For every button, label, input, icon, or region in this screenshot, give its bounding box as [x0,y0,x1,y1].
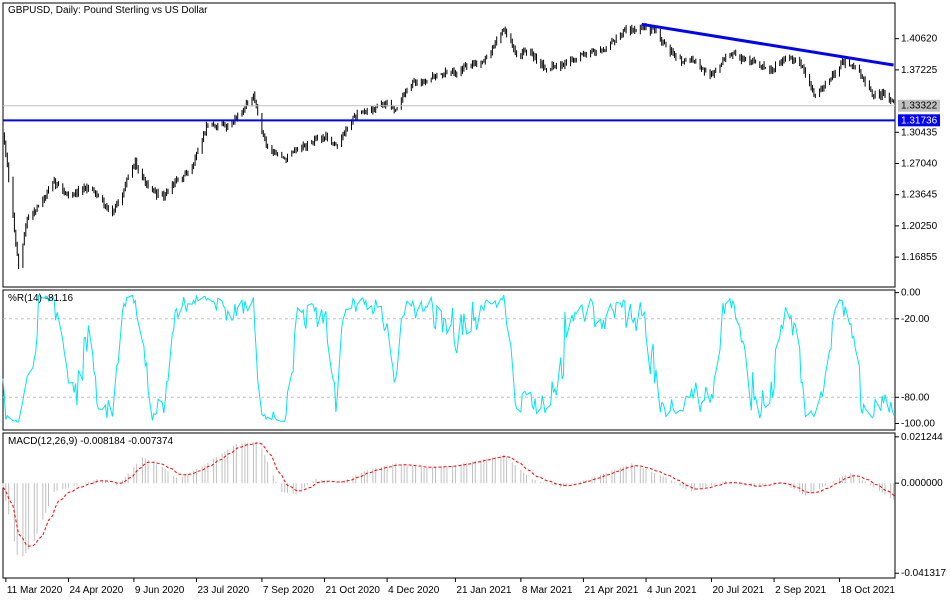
price-y-tick-label: 1.30435 [901,127,938,138]
macd-pane [2,432,896,579]
x-tick-label: 21 Jan 2021 [456,585,511,596]
support-price-tag: 1.31736 [898,114,940,127]
price-y-axis: 1.40620 1.37225 1.30435 1.27040 1.23645 1.202… [895,34,938,263]
macd-title: MACD(12,26,9) -0.008184 -0.007374 [8,436,174,447]
macd-y-tick-label: 0.000000 [901,478,943,489]
wpr-y-tick-label: -20.00 [901,314,930,325]
x-tick-label: 24 Apr 2020 [69,585,123,596]
x-axis: 11 Mar 2020 24 Apr 2020 9 Jun 2020 23 Jul 2… [5,578,896,596]
wpr-line [2,294,896,423]
macd-signal-series [2,442,896,547]
macd-y-tick-label: -0.041317 [901,568,946,579]
macd-signal-line [2,442,896,547]
x-tick-label: 20 Jul 2021 [712,585,764,596]
price-y-tick-label: 1.23645 [901,190,938,201]
trend-line [641,22,894,67]
price-y-tick-label: 1.37225 [901,65,938,76]
price-title: GBPUSD, Daily: Pound Sterling vs US Doll… [8,5,208,16]
x-tick-label: 11 Mar 2020 [7,585,63,596]
x-tick-label: 7 Sep 2020 [263,585,315,596]
x-tick-label: 23 Jul 2020 [197,585,249,596]
support-tag-box [898,114,940,127]
x-tick-label: 9 Jun 2020 [135,585,185,596]
current-price-tag: 1.33322 [898,99,940,112]
wpr-y-tick-label: -80.00 [901,392,930,403]
price-y-tick-label: 1.40620 [901,34,938,45]
macd-histogram [2,442,895,557]
x-tick-label: 2 Sep 2021 [775,585,827,596]
wpr-series [2,294,896,423]
price-y-tick-label: 1.16855 [901,252,938,263]
x-tick-label: 8 Mar 2021 [522,585,573,596]
wpr-title: %R(14) -81.16 [8,293,73,304]
x-tick-label: 4 Jun 2021 [647,585,697,596]
wpr-y-axis: 0.00 -20.00 -80.00 -100.00 [895,288,935,429]
price-series [2,23,896,269]
current-price-tag-box [898,99,940,112]
current-price-tag-text: 1.33322 [901,101,938,112]
macd-y-tick-label: 0.021244 [901,432,943,443]
x-tick-label: 4 Dec 2020 [388,585,440,596]
wpr-y-tick-label: 0.00 [901,288,921,299]
price-y-tick-label: 1.20250 [901,221,938,232]
x-tick-label: 21 Oct 2020 [326,585,381,596]
wpr-levels [3,318,895,398]
price-y-tick-label: 1.27040 [901,158,938,169]
x-tick-label: 21 Apr 2021 [584,585,638,596]
support-tag-text: 1.31736 [901,115,938,126]
x-tick-label: 18 Oct 2021 [841,585,896,596]
wpr-y-tick-label: -100.00 [901,418,935,429]
price-pane [2,2,896,288]
macd-y-axis: 0.021244 0.000000 -0.041317 [895,432,946,579]
